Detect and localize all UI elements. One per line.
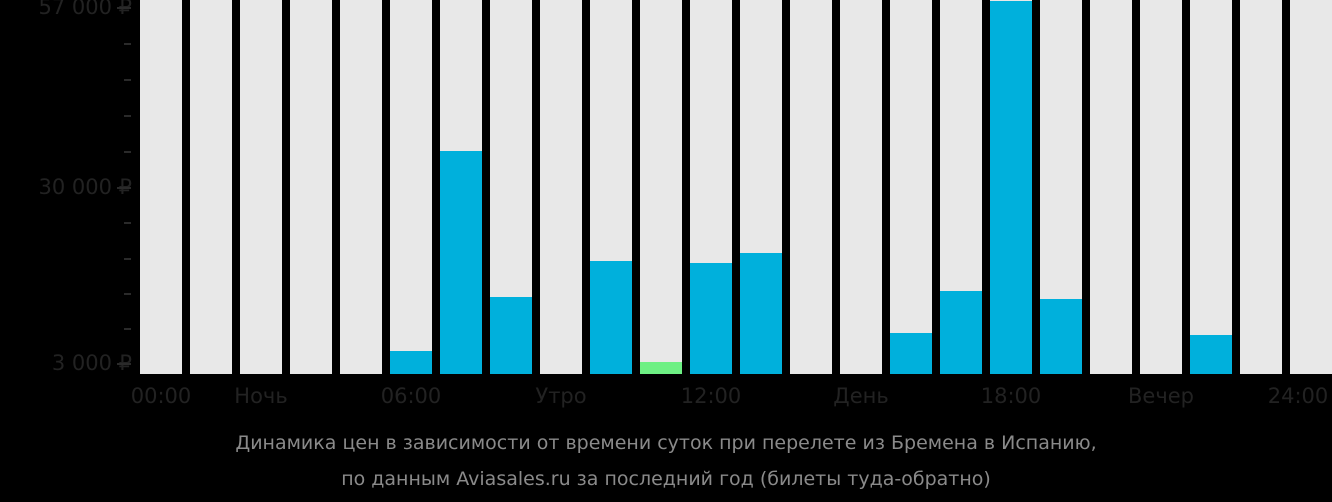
x-label: 18:00 (980, 384, 1042, 408)
bar-value[interactable] (740, 252, 782, 374)
bar-slot-17[interactable] (990, 0, 1032, 374)
bar-value[interactable] (890, 332, 932, 374)
bar-slot-00[interactable] (140, 0, 182, 374)
y-tick-major (117, 363, 131, 365)
bar-slot-16[interactable] (940, 0, 982, 374)
bar-slot-01[interactable] (190, 0, 232, 374)
y-tick-major (117, 187, 131, 189)
bar-slot-12[interactable] (740, 0, 782, 374)
x-label: День (833, 384, 889, 408)
x-label: 12:00 (680, 384, 742, 408)
y-tick-minor (124, 293, 131, 295)
y-label-3000: 3 000 ₽ (51, 351, 132, 375)
bar-slot-23[interactable] (1290, 0, 1332, 374)
bar-slot-15[interactable] (890, 0, 932, 374)
y-tick-major (117, 7, 131, 9)
y-tick-minor (124, 43, 131, 45)
y-label-30000: 30 000 ₽ (38, 175, 132, 199)
y-tick-minor (124, 115, 131, 117)
bar-slot-05[interactable] (390, 0, 432, 374)
bar-slot-04[interactable] (340, 0, 382, 374)
bar-slot-03[interactable] (290, 0, 332, 374)
bar-slot-22[interactable] (1240, 0, 1282, 374)
bar-slot-11[interactable] (690, 0, 732, 374)
bar-slot-13[interactable] (790, 0, 832, 374)
x-label: Утро (535, 384, 587, 408)
bar-slot-18[interactable] (1040, 0, 1082, 374)
bar-slot-08[interactable] (540, 0, 582, 374)
y-tick-minor (124, 79, 131, 81)
bar-slot-09[interactable] (590, 0, 632, 374)
bar-slot-07[interactable] (490, 0, 532, 374)
y-tick-minor (124, 258, 131, 260)
bar-slot-06[interactable] (440, 0, 482, 374)
bar-value[interactable] (990, 0, 1032, 374)
x-label: Ночь (234, 384, 288, 408)
bar-slot-21[interactable] (1190, 0, 1232, 374)
bar-slot-19[interactable] (1090, 0, 1132, 374)
bar-value[interactable] (390, 350, 432, 374)
bar-slot-14[interactable] (840, 0, 882, 374)
x-label: Вечер (1128, 384, 1194, 408)
x-label: 24:00 (1267, 384, 1329, 408)
bar-cheapest[interactable] (640, 362, 682, 374)
bar-value[interactable] (590, 260, 632, 374)
bar-value[interactable] (440, 150, 482, 374)
bar-slot-02[interactable] (240, 0, 282, 374)
caption-line-1: Динамика цен в зависимости от времени су… (235, 432, 1097, 454)
bar-value[interactable] (940, 290, 982, 374)
caption-line-2: по данным Aviasales.ru за последний год … (341, 468, 991, 490)
bar-value[interactable] (690, 262, 732, 374)
y-tick-minor (124, 328, 131, 330)
bar-value[interactable] (1040, 299, 1082, 374)
bar-slot-20[interactable] (1140, 0, 1182, 374)
x-label: 00:00 (130, 384, 192, 408)
bar-slot-10[interactable] (640, 0, 682, 374)
x-label: 06:00 (380, 384, 442, 408)
bar-value[interactable] (490, 297, 532, 374)
y-tick-minor (124, 151, 131, 153)
y-label-57000: 57 000 ₽ (38, 0, 132, 19)
bar-value[interactable] (1190, 335, 1232, 374)
y-tick-minor (124, 222, 131, 224)
